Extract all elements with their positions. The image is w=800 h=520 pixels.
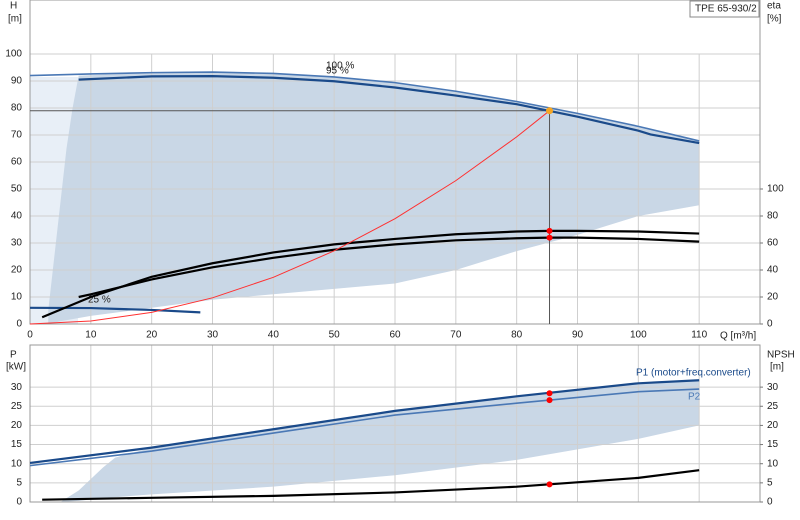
operating-point [546, 390, 553, 397]
y-tick-label: 100 [5, 49, 22, 60]
y-label: H [10, 1, 17, 12]
x-label: Q [m³/h] [720, 331, 756, 342]
series-line [29, 388, 700, 467]
y-tick-label: 25 [11, 401, 23, 412]
series-line [78, 75, 700, 145]
series-label: P1 (motor+freq.converter) [636, 368, 751, 379]
duty-point [546, 107, 554, 115]
y2-tick-label: 0 [767, 497, 773, 508]
y-tick-label: 60 [11, 157, 23, 168]
y2-tick-label: 0 [767, 319, 773, 330]
y2-unit: [m] [770, 362, 784, 373]
x-tick-label: 70 [450, 330, 462, 341]
y2-tick-label: 60 [767, 238, 779, 249]
operating-point [546, 227, 553, 234]
x-tick-label: 60 [389, 330, 401, 341]
series-line [78, 236, 700, 299]
series-line [29, 71, 700, 142]
series-line [29, 379, 700, 465]
model-box [689, 0, 760, 18]
x-tick-label: 10 [85, 330, 97, 341]
y2-tick-label: 10 [767, 458, 779, 469]
y2-tick-label: 100 [767, 184, 784, 195]
y-tick-label: 30 [11, 238, 23, 249]
y-tick-label: 90 [11, 76, 23, 87]
operating-point [546, 481, 553, 488]
y2-tick-label: 5 [767, 477, 773, 488]
y2-tick-label: 20 [767, 292, 779, 303]
x-tick-label: 40 [268, 330, 280, 341]
series-line [29, 306, 201, 314]
y-unit: [m] [8, 14, 22, 25]
x-tick-label: 100 [630, 330, 647, 341]
y2-tick-label: 15 [767, 439, 779, 450]
y-tick-label: 10 [11, 458, 23, 469]
y2-tick-label: 80 [767, 211, 779, 222]
y-tick-label: 0 [16, 497, 22, 508]
x-tick-label: 80 [511, 330, 523, 341]
series-line [42, 469, 700, 501]
series-label: P2 [688, 392, 701, 403]
x-tick-label: 30 [207, 330, 219, 341]
y-tick-label: 80 [11, 103, 23, 114]
x-tick-label: 90 [572, 330, 584, 341]
y2-unit: [%] [767, 14, 782, 25]
x-tick-label: 20 [146, 330, 158, 341]
series-line [41, 229, 700, 319]
y-unit: [kW] [6, 362, 26, 373]
model-label: TPE 65-930/2 [695, 4, 757, 15]
operating-point [546, 234, 553, 241]
y-tick-label: 20 [11, 420, 23, 431]
y-tick-label: 10 [11, 292, 23, 303]
y2-label: NPSH [767, 350, 795, 361]
series-line [29, 110, 550, 325]
y-tick-label: 0 [16, 319, 22, 330]
plot-frame [29, 0, 761, 325]
y-tick-label: 50 [11, 184, 23, 195]
plot-frame [29, 344, 761, 503]
y2-tick-label: 20 [767, 420, 779, 431]
y-tick-label: 30 [11, 382, 23, 393]
y2-tick-label: 25 [767, 401, 779, 412]
y-label: P [10, 350, 17, 361]
operating-point [546, 397, 553, 404]
x-tick-label: 50 [329, 330, 341, 341]
x-tick-label: 110 [691, 330, 707, 341]
y-tick-label: 70 [11, 130, 23, 141]
range-area [60, 380, 700, 502]
y2-label: eta [767, 1, 781, 12]
series-label: 95 % [326, 66, 349, 77]
y-tick-label: 5 [16, 477, 22, 488]
x-tick-label: 0 [27, 330, 33, 341]
y-tick-label: 20 [11, 265, 23, 276]
y2-tick-label: 40 [767, 265, 779, 276]
series-label: 25 % [88, 295, 111, 306]
y-tick-label: 15 [11, 439, 23, 450]
y2-tick-label: 30 [767, 382, 779, 393]
series-label: 100 % [326, 61, 354, 72]
y-tick-label: 40 [11, 211, 23, 222]
